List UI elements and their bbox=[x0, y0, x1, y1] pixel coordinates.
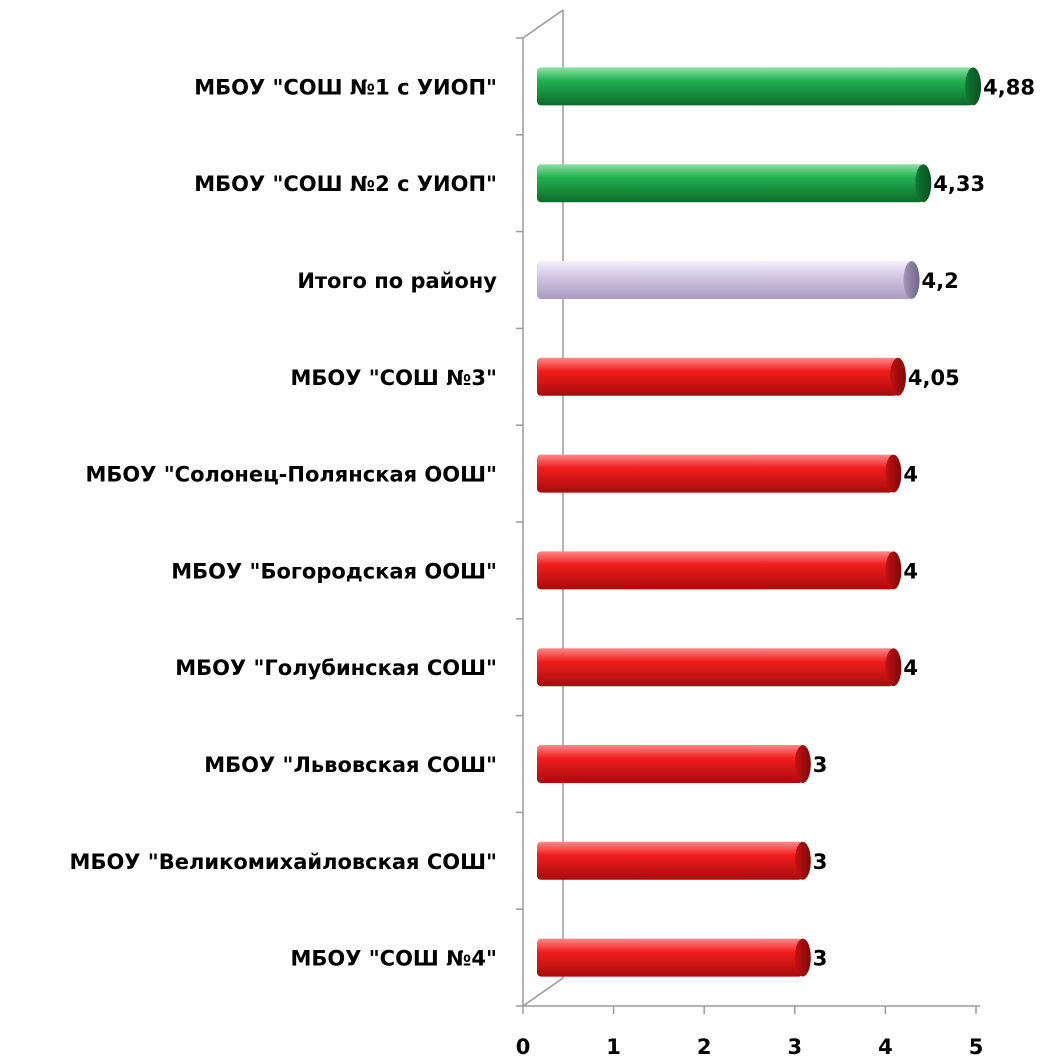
category-label: МБОУ "Солонец-Полянская ООШ" bbox=[85, 463, 497, 487]
bar-end-cap bbox=[885, 551, 902, 590]
category-label: МБОУ "Львовская СОШ" bbox=[204, 753, 497, 777]
bar-value-label: 4,33 bbox=[933, 172, 985, 196]
bar-value-label: 4,05 bbox=[908, 366, 960, 390]
bar-body bbox=[537, 164, 924, 203]
bar-end-cap bbox=[885, 454, 902, 493]
bar-end-cap bbox=[794, 938, 811, 977]
bar-body bbox=[537, 454, 894, 493]
category-label: МБОУ "Великомихайловская СОШ" bbox=[70, 850, 497, 874]
chart-labels: 0 1 2 3 4 5 4,88 МБОУ "СОШ №1 с УИОП" 4,33 МБОУ "… bbox=[70, 75, 1035, 1059]
x-tick-label: 0 bbox=[516, 1035, 531, 1059]
bar-value-label: 3 bbox=[813, 947, 828, 971]
bar-value-label: 4 bbox=[903, 656, 918, 680]
bottom-depth-line bbox=[522, 977, 564, 1007]
bar-body bbox=[537, 67, 974, 106]
bar bbox=[537, 841, 811, 880]
bar-body bbox=[537, 648, 894, 687]
category-label: Итого по району bbox=[297, 269, 497, 293]
chart-bars bbox=[537, 67, 982, 977]
x-tick-label: 1 bbox=[606, 1035, 621, 1059]
bar bbox=[537, 551, 902, 590]
bar bbox=[537, 261, 920, 299]
bar-value-label: 4 bbox=[903, 559, 918, 583]
category-label: МБОУ "СОШ №4" bbox=[290, 947, 497, 971]
bar-value-label: 3 bbox=[813, 850, 828, 874]
x-tick-label: 4 bbox=[878, 1035, 893, 1059]
x-tick-label: 2 bbox=[697, 1035, 712, 1059]
bar-body bbox=[537, 357, 898, 396]
bar-end-cap bbox=[794, 841, 811, 880]
category-label: МБОУ "СОШ №1 с УИОП" bbox=[194, 75, 497, 99]
bar-value-label: 3 bbox=[813, 753, 828, 777]
bar-body bbox=[537, 261, 912, 299]
bar bbox=[537, 357, 906, 396]
top-depth-line bbox=[522, 9, 564, 39]
category-label: МБОУ "Богородская ООШ" bbox=[171, 559, 497, 583]
bar-end-cap bbox=[965, 67, 982, 106]
bar-end-cap bbox=[903, 261, 920, 299]
bar bbox=[537, 745, 811, 783]
bar bbox=[537, 164, 932, 203]
bar-body bbox=[537, 745, 803, 783]
bar-value-label: 4,2 bbox=[922, 269, 959, 293]
bar bbox=[537, 648, 902, 687]
bar-value-label: 4,88 bbox=[983, 75, 1035, 99]
bar bbox=[537, 454, 902, 493]
bar-body bbox=[537, 938, 803, 977]
bar-end-cap bbox=[885, 648, 902, 687]
bar-body bbox=[537, 841, 803, 880]
category-label: МБОУ "Голубинская СОШ" bbox=[175, 656, 497, 680]
x-tick-label: 3 bbox=[787, 1035, 802, 1059]
category-label: МБОУ "СОШ №2 с УИОП" bbox=[194, 172, 497, 196]
bar-end-cap bbox=[915, 164, 932, 203]
bar-value-label: 4 bbox=[903, 463, 918, 487]
category-label: МБОУ "СОШ №3" bbox=[290, 366, 497, 390]
bar bbox=[537, 938, 811, 977]
bar-end-cap bbox=[889, 357, 906, 396]
bar-end-cap bbox=[794, 745, 811, 783]
x-tick-label: 5 bbox=[969, 1035, 984, 1059]
bar-body bbox=[537, 551, 894, 590]
bar bbox=[537, 67, 982, 106]
